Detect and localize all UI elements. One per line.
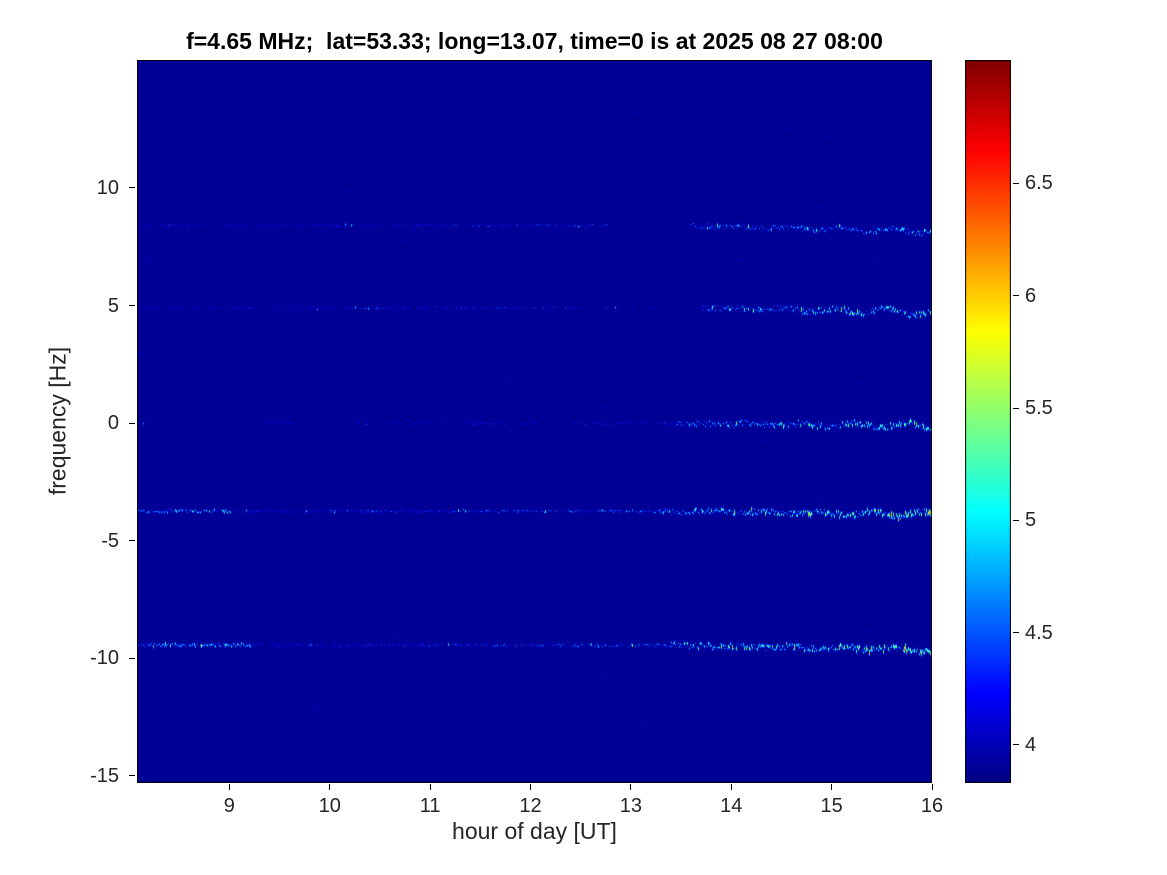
- y-tick-mark: [129, 657, 135, 659]
- x-tick-mark: [730, 784, 732, 790]
- colorbar-tick-mark: [1013, 295, 1019, 297]
- x-tick-label: 16: [920, 795, 944, 817]
- y-tick-label: -15: [90, 764, 119, 787]
- y-tick-mark: [129, 422, 135, 424]
- chart-title: f=4.65 MHz; lat=53.33; long=13.07, time=…: [186, 28, 883, 54]
- x-tick-mark: [529, 784, 531, 790]
- y-tick-label: -5: [101, 529, 119, 552]
- colorbar-tick-mark: [1013, 744, 1019, 746]
- colorbar-tick-label: 5.5: [1025, 397, 1053, 420]
- colorbar-tick-mark: [1013, 632, 1019, 634]
- colorbar-canvas: [965, 60, 1011, 783]
- x-tick-mark: [931, 784, 933, 790]
- y-tick-mark: [129, 540, 135, 542]
- colorbar-tick-label: 5: [1025, 509, 1037, 532]
- y-tick-label: 10: [96, 176, 119, 199]
- x-axis-label: hour of day [UT]: [452, 818, 617, 844]
- x-tick-mark: [630, 784, 632, 790]
- x-tick-label: 14: [720, 795, 743, 817]
- y-tick-label: 5: [107, 294, 119, 317]
- y-tick-mark: [129, 187, 135, 189]
- x-tick-mark: [329, 784, 331, 790]
- x-tick-mark: [831, 784, 833, 790]
- colorbar-tick-mark: [1013, 519, 1019, 521]
- x-tick-label: 9: [223, 795, 235, 817]
- x-tick-label: 10: [318, 795, 341, 817]
- colorbar-tick-label: 4: [1025, 733, 1037, 756]
- x-tick-label: 11: [419, 795, 441, 817]
- colorbar-tick-mark: [1013, 182, 1019, 184]
- colorbar-tick-label: 4.5: [1025, 621, 1053, 644]
- x-tick-label: 12: [519, 795, 542, 817]
- y-tick-label: 0: [107, 412, 119, 435]
- spectrogram-canvas: [137, 60, 932, 783]
- colorbar-tick-mark: [1013, 407, 1019, 409]
- y-tick-mark: [129, 305, 135, 307]
- colorbar-tick-label: 6.5: [1025, 172, 1053, 195]
- y-tick-mark: [129, 775, 135, 777]
- x-tick-mark: [228, 784, 230, 790]
- x-tick-label: 13: [619, 795, 642, 817]
- colorbar-tick-label: 6: [1025, 284, 1037, 307]
- x-tick-label: 15: [820, 795, 843, 817]
- x-tick-mark: [429, 784, 431, 790]
- y-tick-label: -10: [90, 647, 119, 670]
